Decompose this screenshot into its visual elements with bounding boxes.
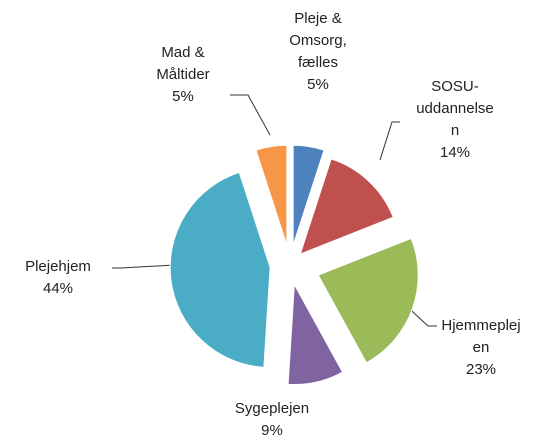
category-label: Mad & Måltider [156,44,210,83]
value-label: 9% [261,422,283,439]
category-label: Pleje & Omsorg, fælles [289,10,347,71]
slice-label: Mad & Måltider 5% [140,42,226,108]
slice-label: SOSU-uddannelsen 14% [414,76,496,164]
pie-slice [299,158,394,255]
value-label: 14% [439,144,471,161]
pie-slice [287,282,344,386]
slice-label: Hjemmeplejen 23% [440,315,522,381]
pie-slice [292,144,325,246]
leader-line [230,94,271,136]
slice-label: Pleje & Omsorg, fælles 5% [280,8,356,96]
value-label: 5% [172,88,194,105]
category-label: SOSU-uddannelsen [416,78,494,139]
leader-line [379,121,400,161]
category-label: Plejehjem [25,258,91,275]
pie-slice [317,237,419,364]
category-label: Sygeplejen [234,400,310,417]
value-label: 44% [42,280,74,297]
slice-label: Sygeplejen 9% [212,398,332,442]
pie-slice [255,144,288,246]
pie-slice [169,171,271,368]
value-label: 5% [307,76,329,93]
value-label: 23% [465,361,497,378]
category-label: Hjemmeplejen [441,317,521,356]
leader-line [112,264,176,269]
slice-label: Plejehjem 44% [6,256,110,300]
